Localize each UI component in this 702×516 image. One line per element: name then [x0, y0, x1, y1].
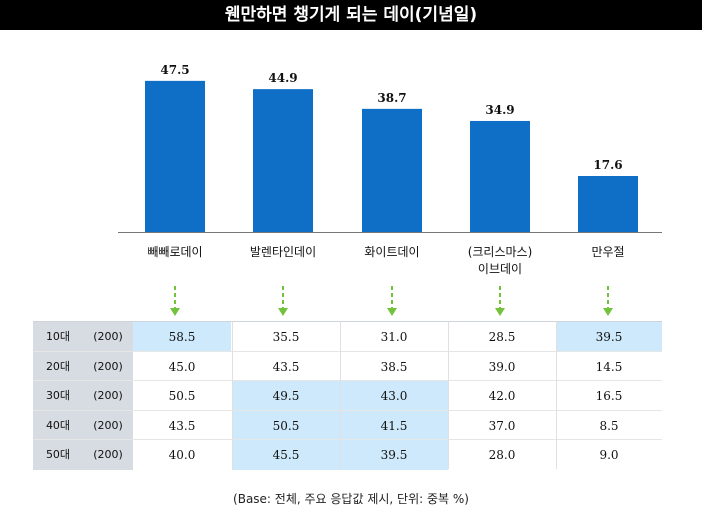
value-label-1: 44.9 [268, 71, 297, 85]
category-label-0: 빼빼로데이 [147, 245, 202, 259]
table-cell: 42.0 [488, 389, 516, 403]
age-group-label: 20대 [33, 351, 83, 382]
table-row: 40대 (200) 43.5 50.5 41.5 37.0 8.5 [33, 409, 662, 441]
bar-1 [253, 89, 313, 232]
base-size-label: (200) [83, 410, 133, 441]
bar-2 [362, 108, 422, 232]
bar-3 [470, 120, 530, 232]
base-size-label: (200) [83, 381, 133, 411]
table-cell: 43.5 [168, 418, 196, 433]
age-group-label: 10대 [33, 322, 83, 352]
table-cell: 50.5 [168, 389, 196, 403]
chart-title: 웬만하면 챙기게 되는 데이(기념일) [0, 0, 702, 30]
base-size-label: (200) [83, 322, 133, 352]
table-cell: 8.5 [599, 418, 619, 433]
column-divider [232, 321, 233, 469]
column-divider [448, 321, 449, 469]
bar-4 [578, 176, 638, 232]
column-divider [340, 321, 341, 469]
arrow-overlay [170, 286, 613, 316]
age-breakdown-table: 10대 (200) 58.5 35.5 31.0 28.5 39.5 20대 (200) 45.0… [33, 321, 662, 470]
table-cell: 14.5 [595, 359, 623, 374]
table-row: 10대 (200) 58.5 35.5 31.0 28.5 39.5 [33, 321, 662, 352]
table-cell: 39.5 [340, 440, 448, 470]
value-label-4: 17.6 [593, 158, 622, 172]
age-group-label: 50대 [33, 440, 83, 470]
value-label-0: 47.5 [160, 63, 189, 77]
table-row: 30대 (200) 50.5 49.5 43.0 42.0 16.5 [33, 380, 662, 411]
table-row: 20대 (200) 45.0 43.5 38.5 39.0 14.5 [33, 350, 662, 382]
category-label-1: 발렌타인데이 [250, 245, 316, 259]
arrow-head-0 [170, 308, 180, 316]
table-cell: 16.5 [595, 389, 623, 403]
arrow-head-1 [278, 308, 288, 316]
value-label-2: 38.7 [377, 91, 406, 105]
footnote: (Base: 전체, 주요 응답값 제시, 단위: 중복 %) [233, 492, 469, 506]
base-size-label: (200) [83, 440, 133, 470]
column-divider [556, 321, 557, 469]
table-cell: 9.0 [599, 448, 619, 462]
table-row: 50대 (200) 40.0 45.5 39.5 28.0 9.0 [33, 439, 662, 470]
table-cell: 58.5 [133, 322, 231, 352]
category-label-4: 만우절 [591, 245, 624, 259]
value-label-3: 34.9 [485, 103, 514, 117]
age-group-label: 40대 [33, 410, 83, 441]
arrow-head-3 [495, 308, 505, 316]
category-label-3-line-1: 이브데이 [478, 262, 522, 276]
base-size-label: (200) [83, 351, 133, 382]
category-label-2: 화이트데이 [364, 245, 419, 259]
table-cell: 37.0 [488, 418, 516, 433]
arrow-head-4 [603, 308, 613, 316]
table-cell: 39.0 [488, 359, 516, 374]
table-cell: 43.0 [340, 381, 448, 411]
age-group-label: 30대 [33, 381, 83, 411]
bar-0 [145, 80, 205, 232]
table-cell: 38.5 [380, 359, 408, 374]
table-cell: 43.5 [272, 359, 300, 374]
arrow-head-2 [387, 308, 397, 316]
table-cell: 41.5 [340, 410, 448, 441]
table-cell: 35.5 [272, 330, 300, 344]
table-cell: 49.5 [232, 381, 340, 411]
table-cell: 40.0 [168, 448, 196, 462]
table-cell: 45.0 [168, 359, 196, 374]
table-cell: 50.5 [232, 410, 340, 441]
category-label-3-line-0: (크리스마스) [468, 245, 533, 259]
table-cell: 28.5 [488, 330, 516, 344]
table-cell: 28.0 [488, 448, 516, 462]
table-cell: 39.5 [556, 322, 662, 352]
table-cell: 31.0 [380, 330, 408, 344]
table-cell: 45.5 [232, 440, 340, 470]
bar-chart: 47.5 빼빼로데이 44.9 발렌타인데이 38.7 화이트데이 34.9 (크리스마스) 이… [118, 63, 662, 276]
